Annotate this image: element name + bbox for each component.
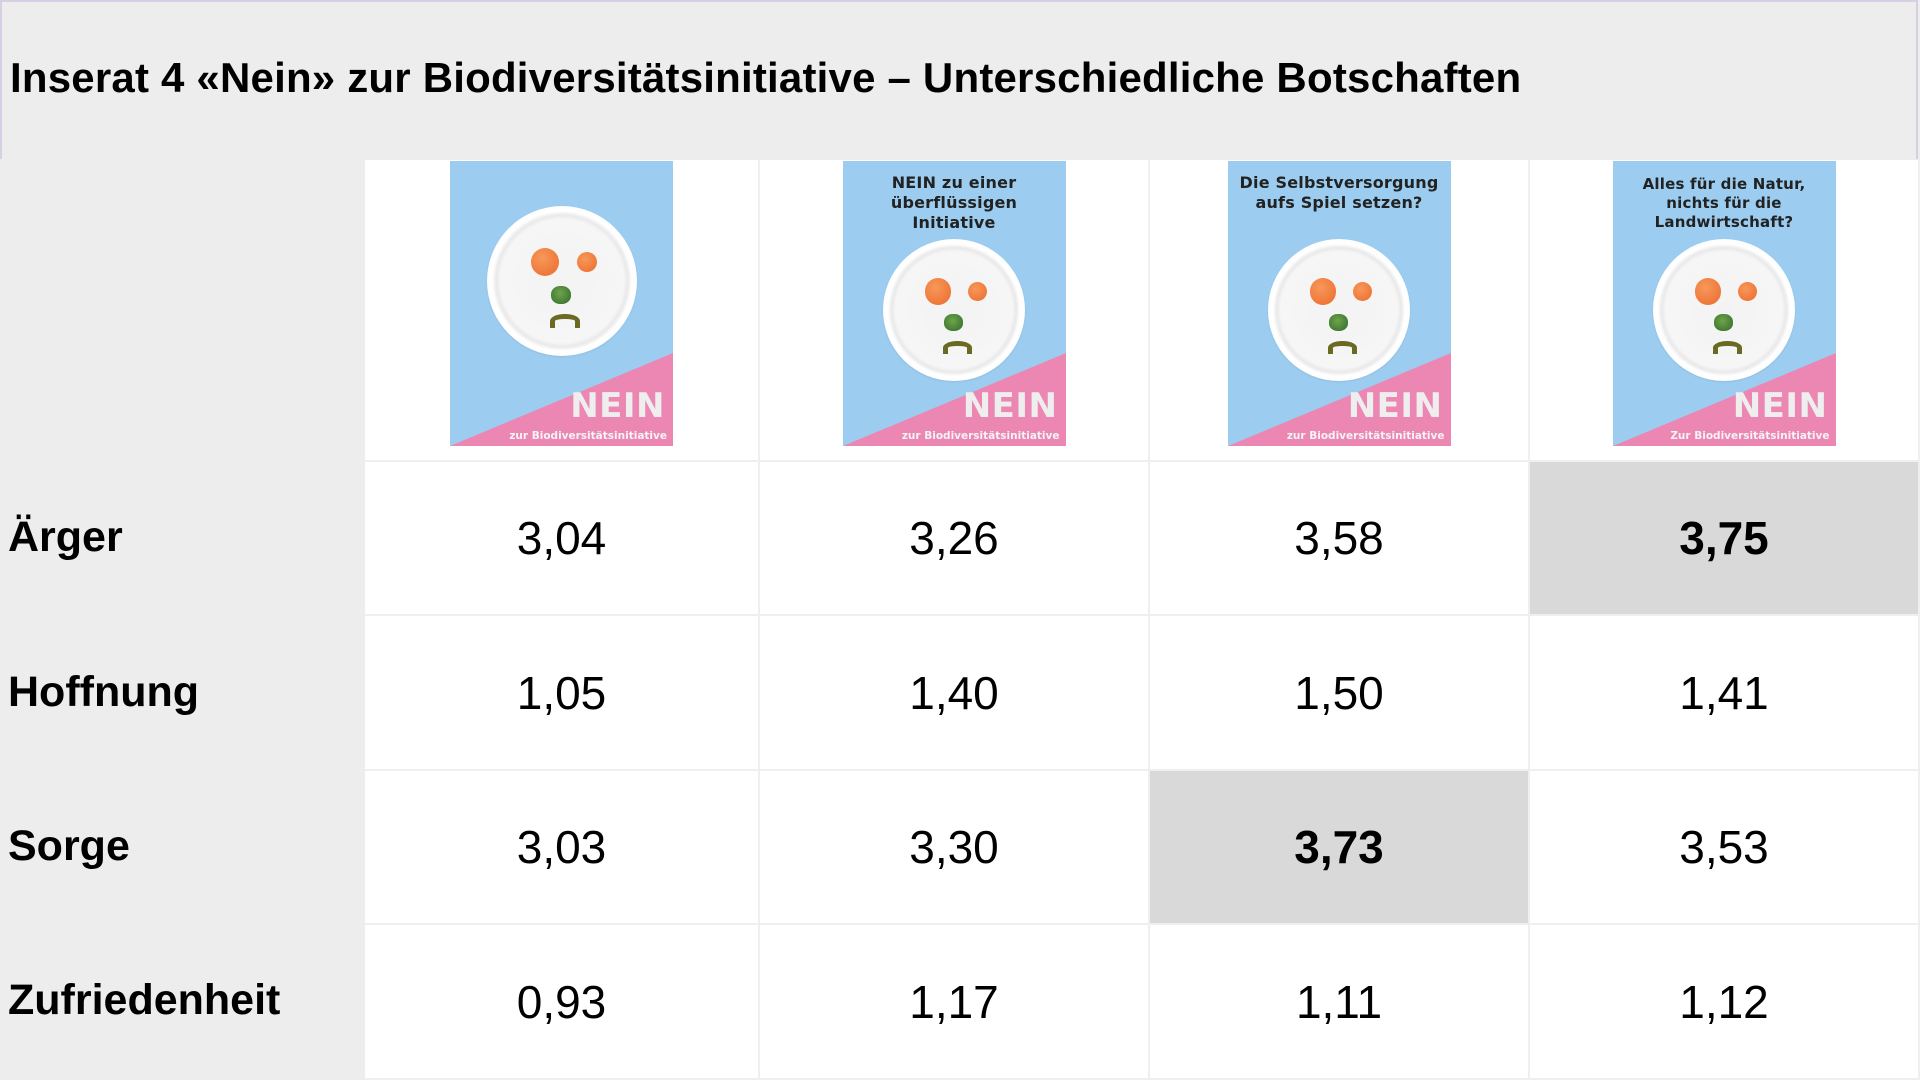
cell-value: 3,75	[1679, 512, 1769, 564]
campaign-poster: Alles für die Natur, nichts für die Land…	[1612, 160, 1836, 446]
campaign-poster: NEIN zu einer überflüssigen Initiative NE…	[842, 160, 1066, 446]
title-band: Inserat 4 «Nein» zur Biodiversitätsiniti…	[0, 0, 1918, 159]
table-cell: 1,17	[760, 925, 1150, 1080]
table-cell: 3,26	[760, 462, 1150, 616]
campaign-poster: NEIN zur Biodiversitätsinitiative	[450, 160, 673, 446]
table-cell: 3,04	[365, 462, 760, 616]
plate-image	[486, 205, 637, 356]
table-cell: 3,03	[365, 771, 760, 925]
poster-subline: zur Biodiversitätsinitiative	[1286, 429, 1445, 442]
cell-value: 1,17	[909, 975, 999, 1028]
tomato-eye-icon	[1694, 278, 1722, 305]
poster-subline: zur Biodiversitätsinitiative	[509, 429, 667, 442]
poster-subline: Zur Biodiversitätsinitiative	[1670, 429, 1830, 442]
table-cell: 3,58	[1150, 462, 1530, 616]
poster-headline: Die Selbstversorgung aufs Spiel setzen?	[1239, 172, 1439, 212]
plate-image	[1268, 238, 1410, 381]
poster-header-cell: NEIN zur Biodiversitätsinitiative	[365, 160, 760, 462]
tomato-eye-icon	[530, 247, 559, 276]
table-cell: 0,93	[365, 925, 760, 1080]
campaign-poster: Die Selbstversorgung aufs Spiel setzen? N…	[1227, 160, 1451, 446]
table-cell: 1,05	[365, 616, 760, 771]
table-cell: 1,50	[1150, 616, 1530, 771]
poster-header-cell: Die Selbstversorgung aufs Spiel setzen? N…	[1150, 160, 1530, 462]
tomato-eye-icon	[1309, 278, 1337, 305]
cell-value: 1,40	[909, 666, 999, 719]
tomato-eye-icon	[1738, 282, 1758, 301]
poster-headline: NEIN zu einer überflüssigen Initiative	[890, 172, 1018, 232]
cell-value: 3,73	[1294, 821, 1384, 873]
poster-pink-triangle	[842, 352, 1066, 446]
cell-value: 3,03	[516, 821, 607, 873]
cell-value: 3,04	[516, 512, 607, 564]
broccoli-nose-icon	[550, 285, 571, 304]
results-table: NEIN zur Biodiversitätsinitiative NEIN zu …	[365, 160, 1920, 1080]
pickle-mouth-icon	[1712, 340, 1742, 355]
poster-nein-text: NEIN	[570, 385, 665, 426]
poster-headline: Alles für die Natur, nichts für die Land…	[1642, 174, 1806, 231]
cell-value: 1,41	[1679, 666, 1769, 719]
tomato-eye-icon	[968, 282, 988, 301]
poster-nein-text: NEIN	[1732, 385, 1828, 426]
poster-pink-triangle	[450, 352, 673, 446]
table-cell: 3,73	[1150, 771, 1530, 925]
poster-header-cell: Alles für die Natur, nichts für die Land…	[1530, 160, 1920, 462]
cell-value: 1,50	[1294, 666, 1384, 719]
row-label-column: Ärger Hoffnung Sorge Zufriedenheit	[0, 160, 365, 1080]
broccoli-nose-icon	[1713, 314, 1733, 332]
tomato-eye-icon	[576, 251, 597, 272]
poster-subline: zur Biodiversitätsinitiative	[901, 429, 1060, 442]
broccoli-nose-icon	[943, 314, 963, 332]
table-cell: 1,12	[1530, 925, 1920, 1080]
poster-nein-text: NEIN	[1347, 385, 1443, 426]
table-cell: 1,40	[760, 616, 1150, 771]
pickle-mouth-icon	[1327, 340, 1357, 355]
table-cell: 3,53	[1530, 771, 1920, 925]
poster-nein-text: NEIN	[962, 385, 1058, 426]
broccoli-nose-icon	[1328, 314, 1348, 332]
row-label-aerger: Ärger	[8, 513, 123, 561]
poster-pink-triangle	[1612, 352, 1836, 446]
cell-value: 3,58	[1294, 512, 1384, 564]
row-label-sorge: Sorge	[8, 822, 130, 870]
poster-header-cell: NEIN zu einer überflüssigen Initiative NE…	[760, 160, 1150, 462]
page-title: Inserat 4 «Nein» zur Biodiversitätsiniti…	[10, 54, 1522, 101]
cell-value: 0,93	[516, 975, 607, 1028]
table-cell: 3,75	[1530, 462, 1920, 616]
cell-value: 1,05	[516, 666, 607, 719]
cell-value: 1,11	[1295, 975, 1383, 1028]
poster-pink-triangle	[1227, 352, 1451, 446]
cell-value: 1,12	[1679, 975, 1769, 1028]
cell-value: 3,53	[1679, 821, 1769, 873]
row-label-zufriedenheit: Zufriedenheit	[8, 976, 281, 1024]
tomato-eye-icon	[924, 278, 952, 305]
plate-image	[883, 238, 1025, 381]
table-cell: 1,41	[1530, 616, 1920, 771]
table-cell: 3,30	[760, 771, 1150, 925]
row-label-hoffnung: Hoffnung	[8, 668, 200, 716]
table-cell: 1,11	[1150, 925, 1530, 1080]
cell-value: 3,26	[909, 512, 999, 564]
pickle-mouth-icon	[549, 313, 580, 328]
plate-image	[1653, 238, 1795, 381]
cell-value: 3,30	[909, 821, 999, 873]
tomato-eye-icon	[1353, 282, 1373, 301]
pickle-mouth-icon	[942, 340, 972, 355]
